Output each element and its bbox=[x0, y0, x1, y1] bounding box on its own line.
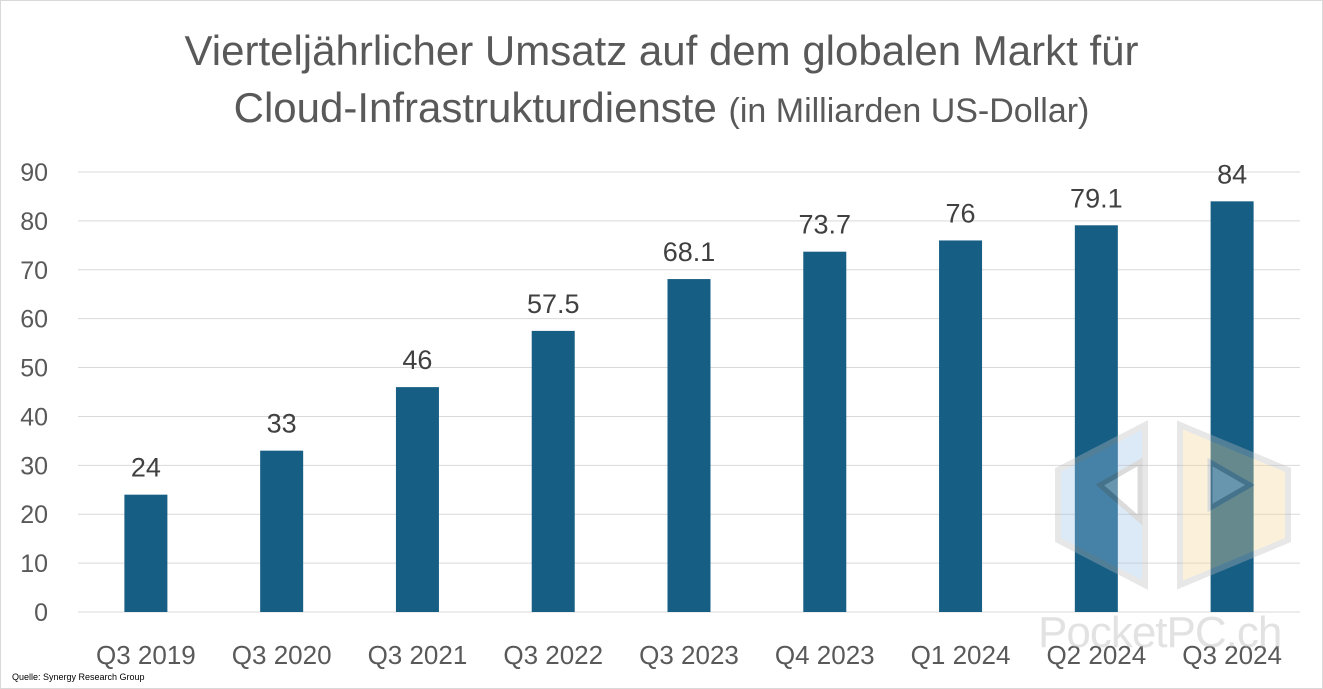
bar-q3-2024 bbox=[1210, 201, 1254, 613]
bar-q4-2023 bbox=[803, 251, 847, 612]
bar-q3-2023 bbox=[667, 279, 711, 612]
data-label: 79.1 bbox=[1070, 183, 1123, 213]
y-tick-label: 10 bbox=[20, 550, 48, 578]
x-tick-label: Q2 2024 bbox=[1046, 640, 1146, 670]
y-tick-label: 20 bbox=[20, 501, 48, 529]
bar-q1-2024 bbox=[939, 240, 983, 612]
y-tick-label: 70 bbox=[20, 257, 48, 285]
chart-title-line1: Vierteljährlicher Umsatz auf dem globale… bbox=[184, 27, 1139, 74]
bar-q3-2019 bbox=[124, 494, 168, 612]
source-note: Quelle: Synergy Research Group bbox=[12, 672, 145, 682]
bar-q3-2021 bbox=[395, 387, 439, 612]
x-tick-label: Q3 2022 bbox=[503, 640, 603, 670]
x-tick-label: Q3 2021 bbox=[368, 640, 468, 670]
x-tick-label: Q4 2023 bbox=[775, 640, 875, 670]
bar-q3-2022 bbox=[531, 330, 575, 612]
y-tick-label: 90 bbox=[20, 159, 48, 187]
x-tick-label: Q3 2019 bbox=[96, 640, 196, 670]
y-tick-label: 30 bbox=[20, 452, 48, 480]
y-tick-label: 60 bbox=[20, 306, 48, 334]
watermark-text: PocketPC.ch bbox=[1038, 608, 1282, 657]
x-tick-label: Q1 2024 bbox=[911, 640, 1011, 670]
bar-q2-2024 bbox=[1074, 225, 1118, 613]
chart-title: Vierteljährlicher Umsatz auf dem globale… bbox=[0, 22, 1323, 140]
data-label: 33 bbox=[267, 409, 297, 439]
y-tick-label: 0 bbox=[34, 599, 48, 627]
bar-q3-2020 bbox=[260, 450, 304, 612]
chart-title-main-part2: Cloud-Infrastrukturdienste bbox=[233, 84, 717, 131]
data-label: 68.1 bbox=[663, 237, 716, 267]
data-label: 84 bbox=[1217, 159, 1247, 189]
chart-title-line2: Cloud-Infrastrukturdienste (in Milliarde… bbox=[0, 79, 1323, 140]
chart-title-unit: (in Milliarden US-Dollar) bbox=[728, 92, 1090, 130]
data-label: 24 bbox=[131, 453, 161, 483]
data-label: 46 bbox=[402, 345, 432, 375]
data-label: 76 bbox=[946, 198, 976, 228]
x-tick-label: Q3 2024 bbox=[1182, 640, 1282, 670]
x-tick-label: Q3 2023 bbox=[639, 640, 739, 670]
y-tick-label: 50 bbox=[20, 355, 48, 383]
y-tick-label: 80 bbox=[20, 208, 48, 236]
data-label: 73.7 bbox=[798, 210, 851, 240]
y-tick-label: 40 bbox=[20, 403, 48, 431]
data-label: 57.5 bbox=[527, 289, 580, 319]
x-tick-label: Q3 2020 bbox=[232, 640, 332, 670]
